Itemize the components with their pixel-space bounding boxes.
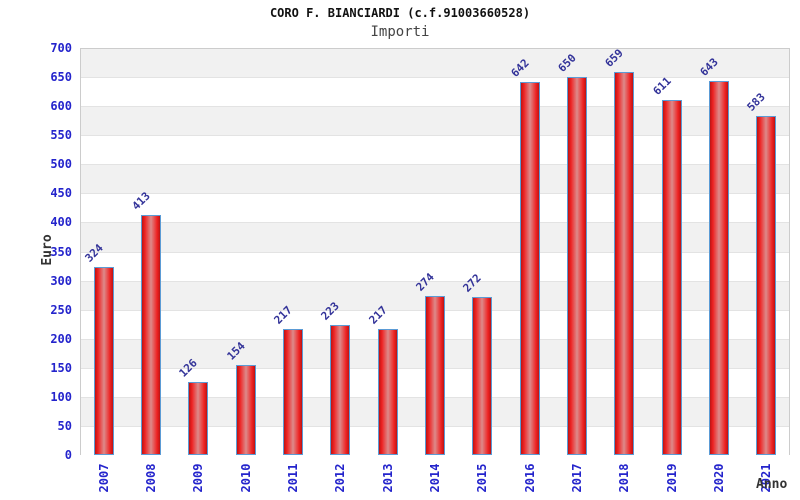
gridline: [81, 77, 789, 79]
bar: [661, 99, 682, 455]
plot-band: [81, 107, 789, 137]
bar: [235, 365, 256, 455]
bar: [614, 71, 635, 455]
y-tick-label: 350: [50, 244, 72, 259]
x-axis-label: Anno: [756, 477, 788, 492]
gridline: [81, 106, 789, 108]
bar: [519, 81, 540, 455]
y-tick-label: 100: [50, 389, 72, 404]
x-tick-label: 2009: [191, 463, 206, 493]
x-tick-label: 2016: [522, 463, 537, 493]
y-tick-label: 550: [50, 128, 72, 143]
x-tick-label: 2011: [286, 463, 300, 493]
chart-subtitle: Importi: [370, 24, 430, 40]
y-tick-label: 700: [50, 41, 72, 55]
gridline: [81, 222, 789, 224]
plot-band: [81, 165, 789, 195]
y-tick-label: 500: [50, 157, 72, 172]
x-tick-label: 2008: [144, 463, 158, 493]
bar: [425, 295, 445, 455]
gridline: [81, 164, 789, 166]
x-tick-label: 2010: [238, 463, 253, 493]
y-tick-label: 650: [50, 70, 72, 85]
bar: [330, 325, 351, 455]
bar: [472, 296, 493, 455]
x-tick-label: 2019: [664, 463, 679, 493]
y-tick-label: 400: [50, 215, 72, 230]
plot-band: [81, 49, 789, 79]
bar: [283, 328, 303, 455]
y-tick-label: 300: [50, 273, 72, 288]
plot-band: [81, 136, 789, 166]
x-tick-label: 2012: [333, 463, 348, 493]
y-tick-label: 0: [64, 448, 72, 462]
y-tick-label: 450: [50, 186, 72, 201]
gridline: [81, 135, 789, 137]
y-tick-label: 150: [50, 360, 72, 375]
bar: [567, 77, 587, 455]
x-tick-label: 2017: [570, 463, 584, 493]
x-tick-label: 2018: [617, 463, 632, 493]
x-tick-label: 2007: [96, 463, 111, 493]
x-tick-label: 2013: [380, 463, 395, 493]
plot-band: [81, 78, 789, 108]
y-axis-label: Euro: [40, 234, 55, 266]
bar: [141, 214, 161, 455]
plot-band: [81, 194, 789, 224]
y-tick-label: 600: [50, 99, 72, 114]
x-tick-label: 2015: [475, 463, 490, 493]
bar: [93, 266, 114, 455]
y-tick-label: 250: [50, 302, 72, 317]
chart-title: CORO F. BIANCIARDI (c.f.91003660528): [269, 6, 531, 20]
plot-band: [81, 223, 789, 253]
gridline: [81, 280, 789, 282]
bar: [709, 81, 729, 455]
gridline: [81, 193, 789, 195]
y-tick-label: 50: [57, 418, 72, 433]
bar: [188, 381, 209, 455]
gridline: [81, 251, 789, 253]
bar: [377, 328, 398, 455]
x-tick-label: 2014: [428, 463, 442, 493]
y-tick-label: 200: [50, 331, 72, 346]
bar: [756, 116, 777, 455]
x-tick-label: 2020: [712, 463, 726, 493]
